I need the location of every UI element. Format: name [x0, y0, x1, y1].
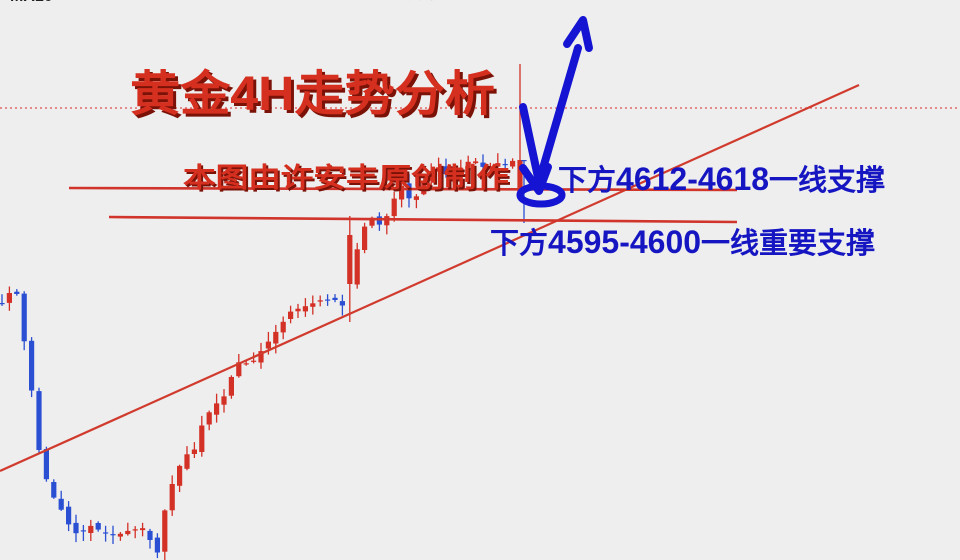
svg-text:本图由许安丰原创制作: 本图由许安丰原创制作 [183, 163, 509, 193]
svg-text:下方4595-4600一线重要支撑: 下方4595-4600一线重要支撑 [490, 224, 875, 260]
svg-text:黄金4H走势分析: 黄金4H走势分析 [130, 68, 495, 121]
svg-text:〈画线〉: 〈画线〉 [400, 0, 444, 2]
svg-text:MA10: MA10 [10, 0, 53, 5]
svg-text:下方4612-4618一线支撑: 下方4612-4618一线支撑 [558, 161, 885, 197]
